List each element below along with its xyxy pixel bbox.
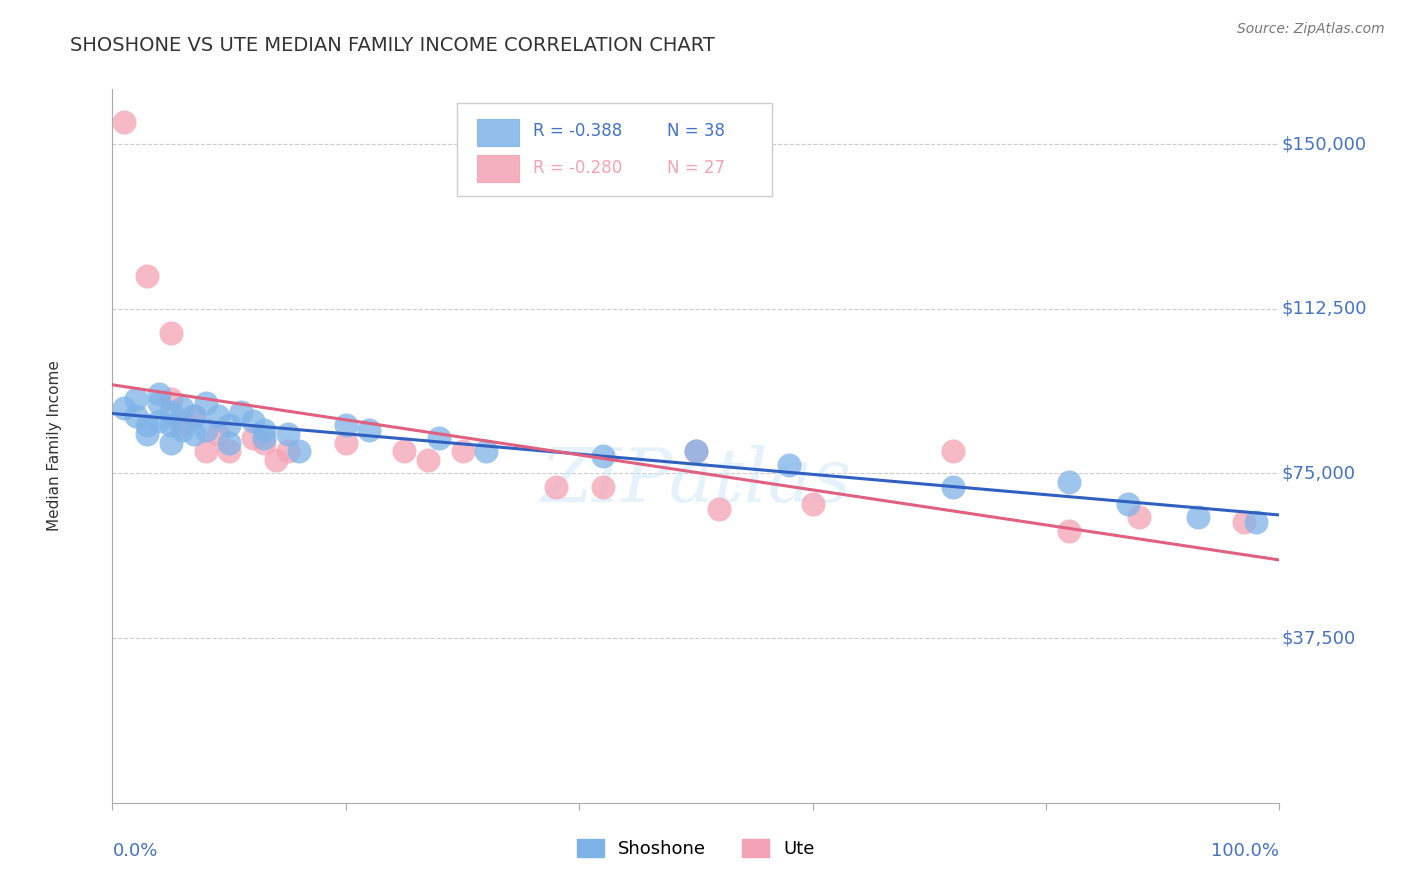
FancyBboxPatch shape [457,103,772,196]
Text: R = -0.280: R = -0.280 [533,159,621,177]
Point [136,426,159,441]
Point [475,444,498,458]
Point [148,414,170,428]
Text: $75,000: $75,000 [1282,465,1355,483]
Point [218,435,240,450]
Point [172,414,194,428]
Point [160,418,183,433]
Text: 100.0%: 100.0% [1212,842,1279,860]
Point [148,387,170,401]
Point [1128,510,1150,524]
Point [276,426,298,441]
Point [172,401,194,415]
Point [801,497,824,511]
Point [335,435,357,450]
Text: $112,500: $112,500 [1282,300,1367,318]
Text: 0.0%: 0.0% [112,842,157,860]
Text: $150,000: $150,000 [1282,135,1367,153]
Point [172,423,194,437]
Point [194,423,217,437]
Point [1116,497,1139,511]
Point [194,444,217,458]
Point [1244,515,1267,529]
Point [207,426,229,441]
Point [125,392,148,406]
Point [276,444,298,458]
Point [544,480,567,494]
Point [194,396,217,410]
Point [416,453,439,467]
Point [942,480,965,494]
Text: SHOSHONE VS UTE MEDIAN FAMILY INCOME CORRELATION CHART: SHOSHONE VS UTE MEDIAN FAMILY INCOME COR… [70,36,716,54]
Point [136,418,159,433]
Point [125,409,148,424]
Point [112,401,135,415]
Point [264,453,287,467]
Point [1059,475,1081,490]
Point [183,409,205,424]
Point [685,444,707,458]
Point [207,409,229,424]
Point [160,405,183,419]
Point [136,268,159,283]
Text: Median Family Income: Median Family Income [46,360,62,532]
Point [253,431,276,445]
Point [709,501,731,516]
Legend: Shoshone, Ute: Shoshone, Ute [569,831,823,865]
Point [148,396,170,410]
Point [685,444,707,458]
Point [942,444,965,458]
Point [592,480,614,494]
Point [218,418,240,433]
FancyBboxPatch shape [477,120,519,146]
Point [183,409,205,424]
Point [172,418,194,433]
Text: N = 38: N = 38 [666,122,725,140]
FancyBboxPatch shape [477,155,519,182]
Text: R = -0.388: R = -0.388 [533,122,621,140]
Point [242,431,264,445]
Text: Source: ZipAtlas.com: Source: ZipAtlas.com [1237,22,1385,37]
Point [778,458,800,472]
Point [1187,510,1209,524]
Point [1059,524,1081,538]
Point [229,405,252,419]
Point [427,431,450,445]
Point [451,444,474,458]
Point [160,435,183,450]
Text: ZIPatlas: ZIPatlas [540,445,852,518]
Point [1233,515,1256,529]
Point [592,449,614,463]
Point [112,115,135,129]
Text: $37,500: $37,500 [1282,629,1355,647]
Point [183,426,205,441]
Point [242,414,264,428]
Point [253,435,276,450]
Text: N = 27: N = 27 [666,159,725,177]
Point [288,444,311,458]
Point [160,392,183,406]
Point [253,423,276,437]
Point [218,444,240,458]
Point [160,326,183,340]
Point [394,444,416,458]
Point [335,418,357,433]
Point [359,423,381,437]
